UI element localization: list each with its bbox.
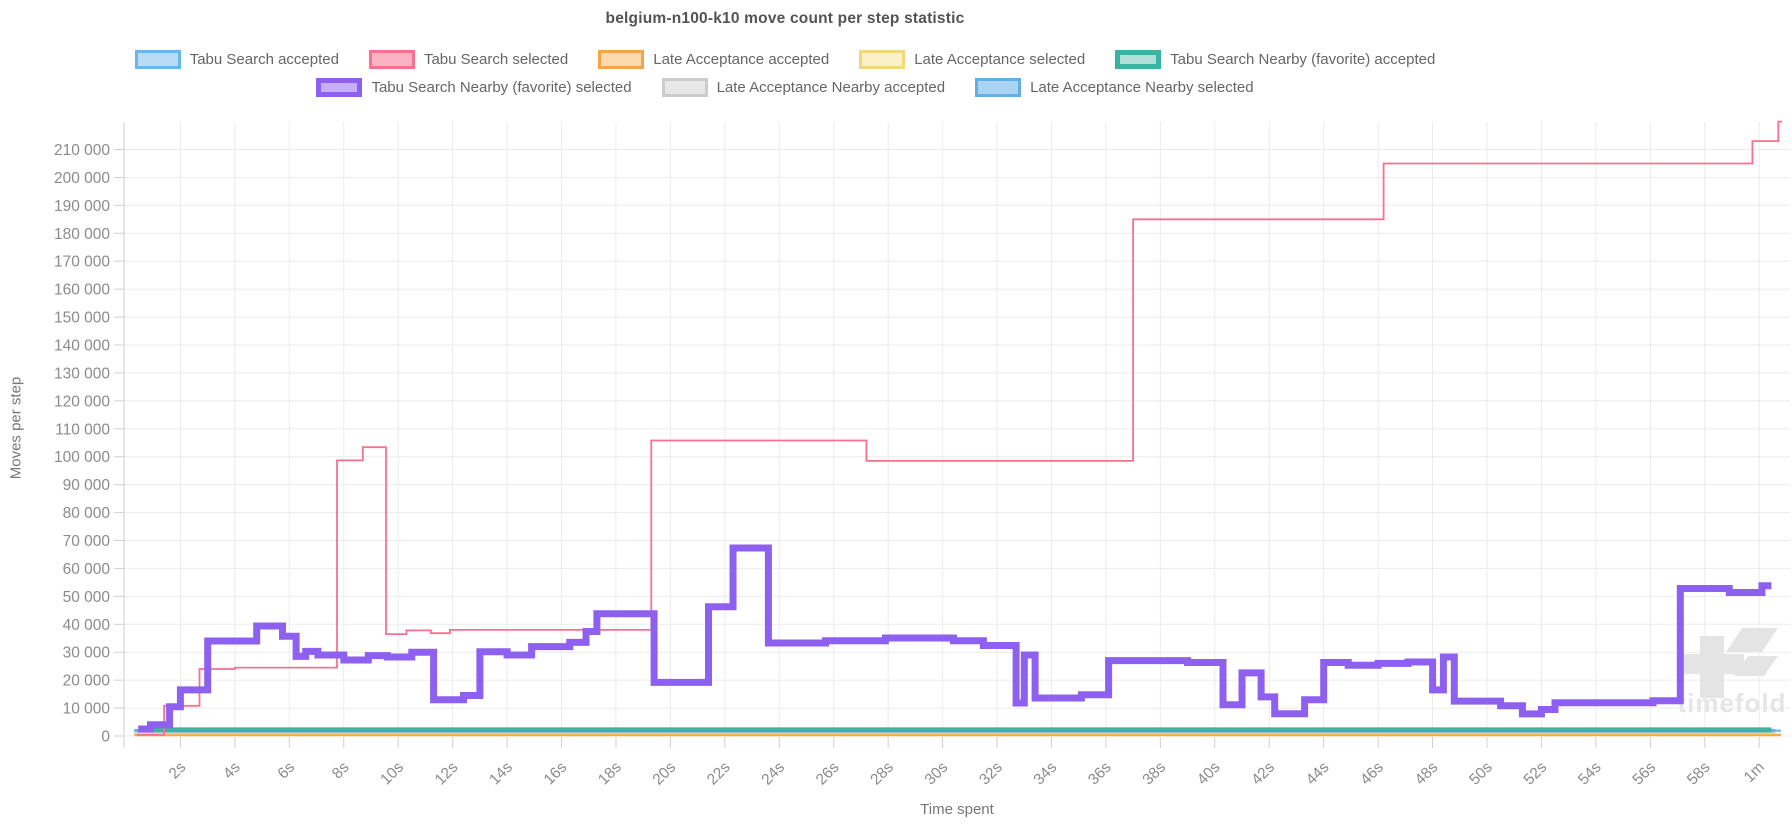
legend: Tabu Search accepted Tabu Search selected… — [0, 50, 1570, 97]
y-tick-label: 30 000 — [63, 645, 111, 662]
x-tick-label: 34s — [1031, 759, 1061, 789]
y-tick-label: 0 — [101, 729, 110, 746]
legend-swatch — [368, 50, 415, 69]
x-tick-label: 14s — [486, 759, 516, 789]
y-tick-label: 140 000 — [54, 338, 110, 355]
y-tick-label: 190 000 — [54, 198, 110, 215]
x-tick-label: 58s — [1684, 759, 1714, 789]
legend-item-label: Tabu Search Nearby (favorite) selected — [371, 79, 632, 96]
x-tick-label: 40s — [1194, 759, 1224, 789]
y-axis-title: Moves per step — [7, 376, 25, 480]
x-tick-label: 8s — [329, 759, 353, 783]
y-tick-label: 160 000 — [54, 282, 110, 299]
legend-item[interactable]: Tabu Search Nearby (favorite) selected — [316, 78, 632, 97]
x-tick-label: 52s — [1521, 759, 1551, 789]
x-tick-label: 4s — [220, 759, 244, 783]
legend-item-label: Late Acceptance Nearby selected — [1030, 79, 1254, 96]
y-tick-label: 150 000 — [54, 310, 110, 327]
y-tick-label: 120 000 — [54, 393, 110, 410]
x-tick-label: 56s — [1629, 759, 1659, 789]
x-tick-label: 38s — [1139, 759, 1169, 789]
x-tick-label: 2s — [166, 759, 190, 783]
x-tick-label: 26s — [813, 759, 843, 789]
x-axis-title: Time spent — [920, 801, 994, 818]
y-tick-label: 100 000 — [54, 449, 110, 466]
legend-swatch — [316, 78, 363, 97]
legend-row: Tabu Search accepted Tabu Search selected… — [134, 50, 1435, 69]
series-tabu-search-selected — [136, 120, 1783, 736]
legend-item-label: Late Acceptance accepted — [653, 51, 830, 68]
x-tick-label: 28s — [867, 759, 897, 789]
timefold-watermark: timefold — [1677, 628, 1786, 718]
legend-swatch — [598, 50, 645, 69]
legend-item[interactable]: Late Acceptance Nearby selected — [975, 78, 1254, 97]
y-tick-label: 90 000 — [63, 477, 111, 494]
x-tick-label: 10s — [377, 759, 407, 789]
legend-swatch — [975, 78, 1022, 97]
y-tick-label: 60 000 — [63, 561, 111, 578]
legend-item-label: Late Acceptance selected — [914, 51, 1086, 68]
x-tick-label: 42s — [1248, 759, 1278, 789]
y-tick-label: 180 000 — [54, 226, 110, 243]
legend-item[interactable]: Tabu Search Nearby (favorite) accepted — [1115, 50, 1435, 69]
y-tick-label: 70 000 — [63, 533, 111, 550]
legend-item[interactable]: Tabu Search accepted — [134, 50, 339, 69]
legend-item[interactable]: Late Acceptance Nearby accepted — [661, 78, 946, 97]
y-tick-label: 20 000 — [63, 673, 111, 690]
x-tick-label: 44s — [1303, 759, 1333, 789]
legend-item-label: Late Acceptance Nearby accepted — [716, 79, 946, 96]
y-tick-label: 170 000 — [54, 254, 110, 271]
legend-swatch — [1115, 50, 1162, 69]
gridlines — [124, 122, 1790, 737]
x-tick-label: 48s — [1412, 759, 1442, 789]
watermark-text: timefold — [1677, 688, 1786, 718]
x-tick-label: 22s — [704, 759, 734, 789]
x-tick-label: 36s — [1085, 759, 1115, 789]
y-tick-label: 50 000 — [63, 589, 111, 606]
x-tick-label: 32s — [976, 759, 1006, 789]
y-tick-label: 80 000 — [63, 505, 111, 522]
legend-item[interactable]: Late Acceptance selected — [859, 50, 1085, 69]
legend-item[interactable]: Late Acceptance accepted — [598, 50, 829, 69]
y-tick-label: 40 000 — [63, 617, 111, 634]
series-tabu-search-nearby-selected — [138, 544, 1772, 733]
x-tick-label: 46s — [1357, 759, 1387, 789]
legend-swatch — [661, 78, 708, 97]
chart-header: belgium-n100-k10 move count per step sta… — [0, 10, 1570, 97]
legend-row: Tabu Search Nearby (favorite) selected La… — [316, 78, 1254, 97]
legend-swatch — [859, 50, 906, 69]
y-tick-label: 210 000 — [54, 142, 110, 159]
x-tick-label: 6s — [275, 759, 299, 783]
legend-item-label: Tabu Search Nearby (favorite) accepted — [1170, 51, 1436, 68]
legend-item-label: Tabu Search accepted — [189, 51, 339, 68]
axis-tick-labels: 0 10 000 20 000 30 000 40 000 50 000 60 000 70 … — [54, 142, 1768, 788]
y-tick-label: 110 000 — [55, 421, 110, 438]
x-tick-label: 16s — [541, 759, 571, 789]
x-tick-label: 18s — [595, 759, 625, 789]
y-tick-label: 130 000 — [54, 365, 110, 382]
y-tick-label: 10 000 — [63, 701, 111, 718]
legend-item-label: Tabu Search selected — [423, 51, 569, 68]
x-tick-label: 24s — [758, 759, 788, 789]
chart-title: belgium-n100-k10 move count per step sta… — [605, 10, 965, 27]
legend-swatch — [134, 50, 181, 69]
legend-item[interactable]: Tabu Search selected — [368, 50, 569, 69]
y-tick-label: 200 000 — [54, 170, 110, 187]
x-tick-label: 1m — [1741, 759, 1768, 786]
axis-ticks — [114, 149, 1760, 748]
x-tick-label: 20s — [650, 759, 680, 789]
x-tick-label: 54s — [1575, 759, 1605, 789]
x-tick-label: 50s — [1466, 759, 1496, 789]
x-tick-label: 30s — [922, 759, 952, 789]
x-tick-label: 12s — [432, 759, 462, 789]
